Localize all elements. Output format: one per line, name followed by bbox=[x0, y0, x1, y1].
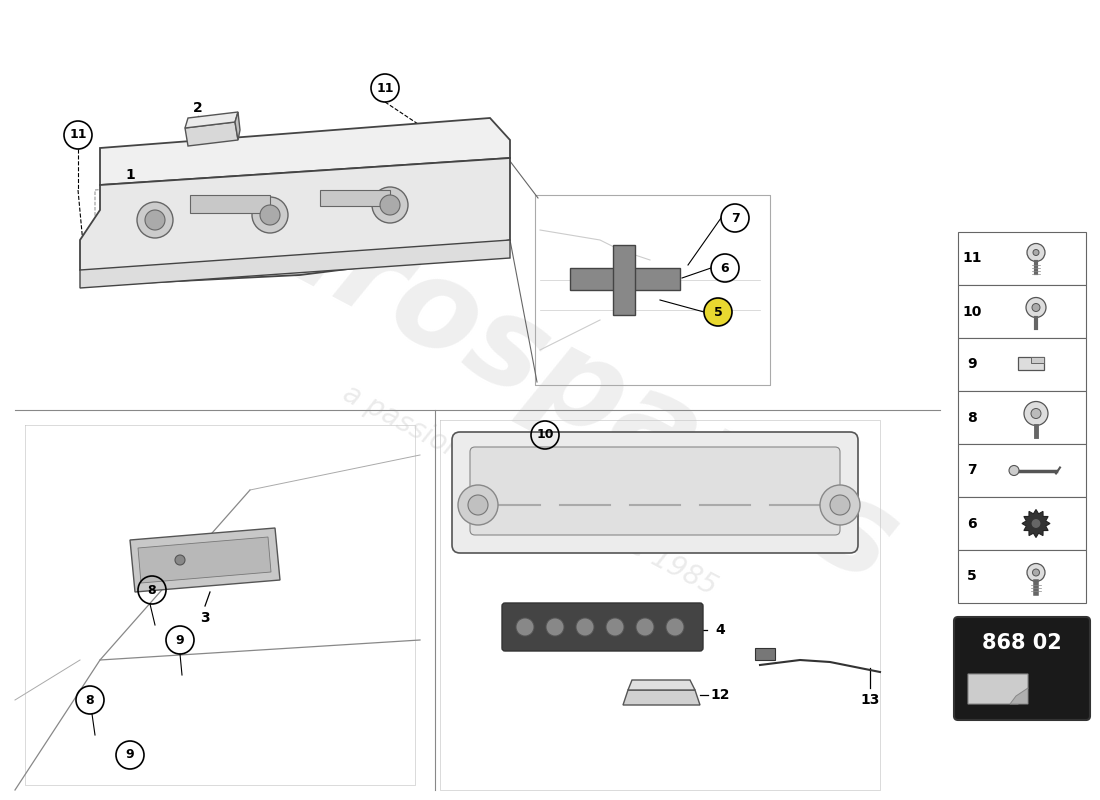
Bar bbox=[958, 285, 1086, 338]
Text: 1: 1 bbox=[125, 168, 135, 182]
Bar bbox=[958, 444, 1086, 497]
Circle shape bbox=[252, 197, 288, 233]
Polygon shape bbox=[628, 680, 695, 690]
Bar bbox=[755, 648, 775, 660]
Polygon shape bbox=[1018, 357, 1044, 370]
Text: 6: 6 bbox=[967, 517, 977, 530]
Text: 7: 7 bbox=[730, 211, 739, 225]
Circle shape bbox=[1033, 569, 1039, 576]
Circle shape bbox=[1009, 466, 1019, 475]
Bar bbox=[958, 232, 1086, 285]
Bar bbox=[190, 195, 270, 213]
Bar bbox=[320, 190, 390, 206]
Polygon shape bbox=[1022, 510, 1050, 538]
Circle shape bbox=[458, 485, 498, 525]
Polygon shape bbox=[968, 674, 1028, 704]
Text: 6: 6 bbox=[720, 262, 729, 274]
FancyBboxPatch shape bbox=[954, 617, 1090, 720]
Polygon shape bbox=[80, 158, 510, 285]
Text: 2: 2 bbox=[194, 101, 202, 115]
Text: 10: 10 bbox=[537, 429, 553, 442]
Text: 8: 8 bbox=[967, 410, 977, 425]
Text: 13: 13 bbox=[860, 693, 880, 707]
Polygon shape bbox=[1010, 688, 1028, 704]
Polygon shape bbox=[623, 690, 700, 705]
Circle shape bbox=[1032, 303, 1040, 311]
Text: 4: 4 bbox=[715, 623, 725, 637]
Circle shape bbox=[704, 298, 732, 326]
Polygon shape bbox=[185, 112, 238, 128]
FancyBboxPatch shape bbox=[470, 447, 840, 535]
Circle shape bbox=[1027, 243, 1045, 262]
Text: eurospares: eurospares bbox=[163, 131, 917, 609]
Text: 7: 7 bbox=[967, 463, 977, 478]
Polygon shape bbox=[613, 245, 635, 315]
Circle shape bbox=[1027, 563, 1045, 582]
Circle shape bbox=[1024, 402, 1048, 426]
Circle shape bbox=[468, 495, 488, 515]
Circle shape bbox=[516, 618, 534, 636]
Polygon shape bbox=[570, 268, 680, 290]
Circle shape bbox=[372, 187, 408, 223]
Circle shape bbox=[546, 618, 564, 636]
Text: 11: 11 bbox=[962, 251, 981, 266]
Polygon shape bbox=[1031, 357, 1044, 362]
Text: a passion for parts since 1985: a passion for parts since 1985 bbox=[338, 379, 722, 601]
Polygon shape bbox=[138, 537, 271, 583]
Circle shape bbox=[820, 485, 860, 525]
Circle shape bbox=[379, 195, 400, 215]
Text: 11: 11 bbox=[376, 82, 394, 94]
Polygon shape bbox=[235, 112, 240, 140]
Text: 9: 9 bbox=[176, 634, 185, 646]
Text: 9: 9 bbox=[125, 749, 134, 762]
Circle shape bbox=[576, 618, 594, 636]
Text: 5: 5 bbox=[967, 570, 977, 583]
Circle shape bbox=[666, 618, 684, 636]
Text: 8: 8 bbox=[147, 583, 156, 597]
Circle shape bbox=[175, 555, 185, 565]
Bar bbox=[958, 391, 1086, 444]
Circle shape bbox=[1031, 409, 1041, 418]
Bar bbox=[958, 550, 1086, 603]
Bar bbox=[958, 497, 1086, 550]
Polygon shape bbox=[80, 240, 510, 288]
FancyBboxPatch shape bbox=[452, 432, 858, 553]
Bar bbox=[958, 338, 1086, 391]
Circle shape bbox=[1031, 518, 1041, 529]
Circle shape bbox=[830, 495, 850, 515]
Circle shape bbox=[1026, 298, 1046, 318]
Polygon shape bbox=[185, 122, 238, 146]
Polygon shape bbox=[100, 118, 510, 185]
FancyBboxPatch shape bbox=[502, 603, 703, 651]
Text: 868 02: 868 02 bbox=[982, 633, 1062, 653]
Circle shape bbox=[606, 618, 624, 636]
Circle shape bbox=[1033, 250, 1039, 255]
Circle shape bbox=[138, 202, 173, 238]
Circle shape bbox=[145, 210, 165, 230]
Polygon shape bbox=[130, 528, 280, 592]
Text: 9: 9 bbox=[967, 358, 977, 371]
Text: 10: 10 bbox=[962, 305, 981, 318]
Text: 11: 11 bbox=[69, 129, 87, 142]
Circle shape bbox=[636, 618, 654, 636]
Text: 8: 8 bbox=[86, 694, 95, 706]
Text: 5: 5 bbox=[714, 306, 723, 318]
Text: 3: 3 bbox=[200, 611, 210, 625]
Circle shape bbox=[260, 205, 280, 225]
Text: 12: 12 bbox=[711, 688, 729, 702]
